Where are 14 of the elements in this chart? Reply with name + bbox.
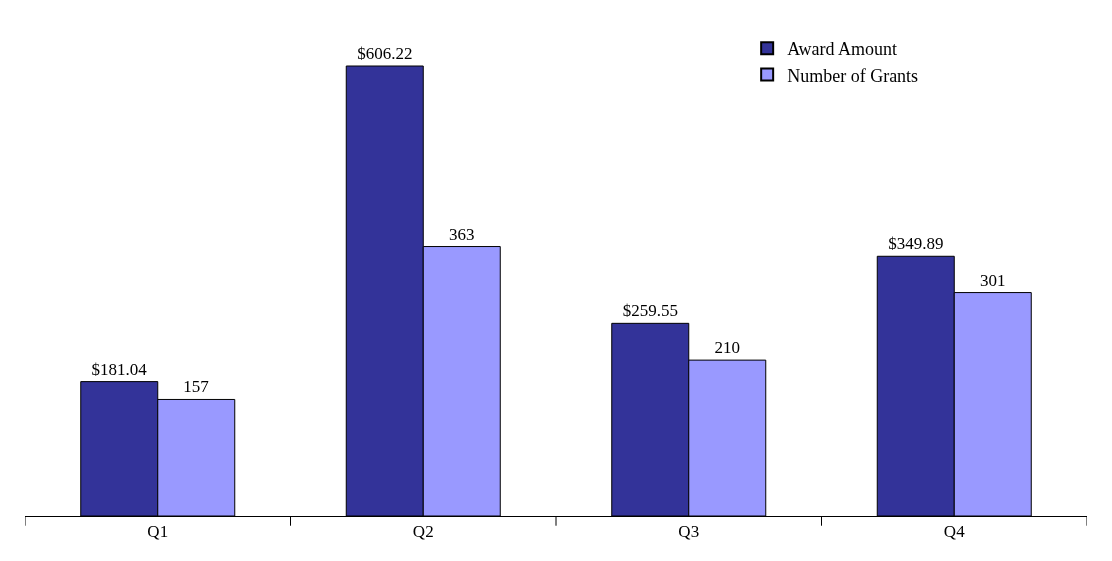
data-label: $259.55 bbox=[622, 301, 678, 321]
x-tick-label: Q3 bbox=[678, 522, 700, 542]
data-label: 363 bbox=[449, 224, 475, 244]
x-tick-label: Q1 bbox=[147, 522, 169, 542]
x-tick-label: Q2 bbox=[412, 522, 434, 542]
legend-label: Award Amount bbox=[787, 39, 897, 60]
data-label: 157 bbox=[183, 377, 210, 397]
data-label: $181.04 bbox=[91, 359, 148, 379]
data-label: $349.89 bbox=[888, 234, 944, 254]
data-label: $606.22 bbox=[357, 44, 413, 63]
legend-label: Number of Grants bbox=[787, 65, 919, 86]
data-label: 301 bbox=[980, 270, 1006, 290]
x-tick-label: Q4 bbox=[943, 522, 966, 542]
data-label: 210 bbox=[714, 338, 740, 358]
